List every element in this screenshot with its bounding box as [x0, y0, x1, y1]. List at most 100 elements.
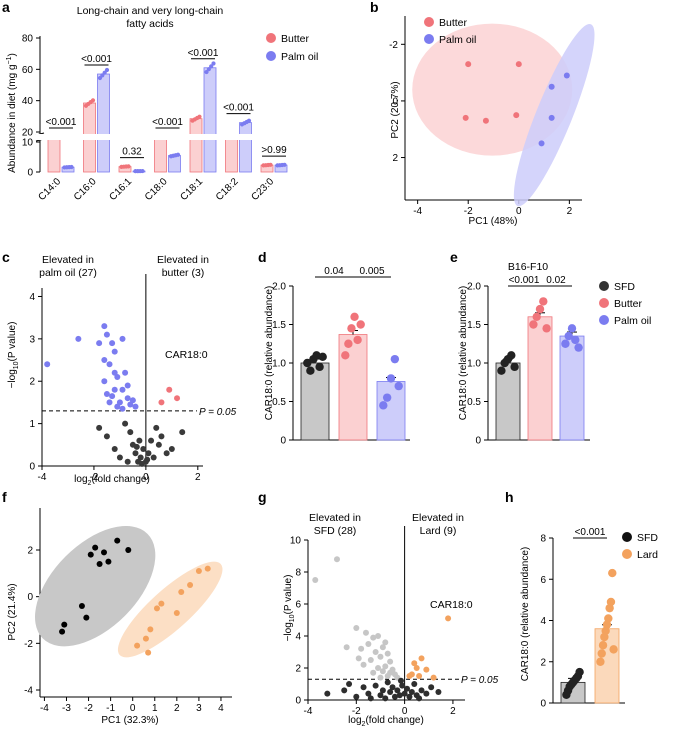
panel-g-data-point-ns: [401, 690, 408, 697]
panel-e-legend: SFD Butter Palm oil: [599, 281, 651, 327]
panel-e-p-value: 0.02: [546, 275, 566, 286]
legend-butter-marker: [599, 298, 609, 308]
panel-d-p-value: 0.005: [359, 266, 384, 277]
panel-g-data-point-sfd: [379, 644, 386, 651]
panel-c-y-tick-label: 1: [29, 419, 35, 430]
panel-g-y-tick-label: 0: [295, 696, 301, 707]
panel-e-y-tick-label: 0: [475, 436, 481, 447]
panel-g-y-tick-label: 10: [290, 536, 302, 547]
panel-g-left-label-2: SFD (28): [314, 525, 357, 537]
panel-c-data-point-ns: [148, 437, 155, 444]
panel-f-data-point-lard: [204, 565, 211, 572]
panel-e-y-tick-label: 0.5: [467, 397, 481, 408]
panel-c-y-tick-label: 2: [29, 377, 35, 388]
panel-f-confidence-ellipse-sfd: [35, 526, 156, 647]
legend-palm-label: Palm oil: [439, 34, 476, 46]
panel-c-data-point-ns: [136, 437, 143, 444]
panel-e-y-tick-label: 1.0: [467, 359, 481, 370]
panel-c-data-point-ns: [133, 443, 140, 450]
panel-f-data-point-lard: [134, 642, 141, 649]
panel-f-x-tick-label: -2: [84, 703, 93, 714]
panel-a-y-tick-label: 80: [22, 34, 34, 45]
panel-g-left-label-1: Elevated in: [309, 512, 361, 524]
panel-c-data-point-palm: [127, 401, 134, 408]
panel-e-data-point: [561, 339, 570, 348]
panel-c-data-point-palm: [109, 340, 116, 347]
panel-c-data-point-palm: [103, 331, 110, 338]
panel-e-ylabel: CAR18:0 (relative abundance): [458, 286, 469, 421]
panel-e-data-point: [507, 351, 516, 360]
panel-f-data-point-sfd: [96, 561, 103, 567]
panel-a-y-tick-label: 40: [22, 96, 34, 107]
panel-c-data-point-ns: [163, 450, 170, 457]
panel-c-plot: -4 -2 0 2 0 1 2 3 4 P = 0.05 CAR18:0: [29, 274, 237, 483]
panel-g-data-point-ns: [394, 687, 401, 694]
panel-f-data-point-sfd: [101, 549, 107, 556]
panel-g-data-point-lard: [406, 673, 413, 679]
panel-a-data-point: [211, 61, 216, 66]
panel-a-legend: Butter Palm oil: [266, 33, 318, 63]
panel-g-data-point-ns: [397, 677, 404, 684]
panel-e-bar-sfd: [495, 362, 521, 441]
panel-d: d CAR18:0 (relative abundance) 0 0.5 1.0 1.…: [258, 249, 410, 447]
panel-b-data-point-palm: [563, 72, 570, 79]
panel-d-y-tick-label: 2.0: [272, 282, 286, 293]
panel-c-data-point-palm: [75, 335, 82, 342]
panel-f-data-point-lard: [195, 568, 202, 574]
panel-a-bar-butter: [154, 136, 167, 173]
panel-a-data-point: [140, 168, 145, 174]
panel-f-x-tick-label: -1: [106, 703, 115, 714]
panel-c-right-label-1: Elevated in: [157, 254, 209, 266]
panel-e-p-value: <0.001: [509, 275, 540, 286]
panel-c-data-point-ns: [155, 441, 162, 448]
panel-c-annotation: CAR18:0: [165, 349, 208, 361]
panel-a-data-point: [69, 164, 74, 170]
panel-d-data-point: [382, 393, 392, 402]
panel-c-left-label-2: palm oil (27): [39, 267, 97, 279]
panel-d-data-point: [379, 401, 388, 410]
panel-g: g Elevated in SFD (28) Elevated in Lard …: [258, 489, 499, 728]
legend-butter-marker: [266, 33, 276, 43]
panel-a-y-tick-label: 60: [22, 65, 34, 76]
panel-h-y-tick-label: 8: [540, 534, 546, 545]
panel-a-p-value: <0.001: [152, 117, 183, 128]
panel-b-xlabel: PC1 (48%): [469, 216, 518, 227]
panel-g-right-label-2: Lard (9): [420, 525, 457, 537]
panel-c-data-point-palm: [101, 357, 108, 364]
panel-c-data-point-ns: [103, 433, 110, 440]
panel-a-data-point: [282, 162, 287, 167]
panel-a-ylabel: Abundance in diet (mg g−1): [6, 53, 18, 173]
panel-b-data-point-butter: [513, 112, 520, 119]
panel-g-data-point-lard: [411, 660, 418, 667]
panel-a-p-value: <0.001: [46, 117, 77, 128]
panel-letter-a: a: [2, 0, 10, 15]
panel-h: h CAR18:0 (relative abundance) 0 2 4 6 8 <0.0…: [505, 489, 658, 710]
panel-c-data-point-ns: [96, 424, 103, 431]
panel-c-data-point-palm: [106, 361, 113, 368]
legend-lard-marker: [622, 549, 632, 559]
panel-c-threshold-label: P = 0.05: [199, 407, 237, 418]
panel-c-data-point-ns: [153, 424, 160, 431]
panel-d-data-point: [347, 324, 356, 333]
panel-a-data-point: [126, 164, 131, 169]
panel-g-data-point-sfd: [377, 674, 384, 681]
panel-g-data-point-sfd: [367, 657, 374, 663]
panel-c-data-point-palm: [103, 390, 110, 397]
panel-a-data-point: [175, 152, 181, 157]
panel-b-data-point-palm: [548, 83, 555, 90]
panel-c-data-point-ns: [122, 420, 129, 427]
panel-c-y-tick-label: 4: [29, 292, 35, 303]
panel-g-data-point-sfd: [358, 645, 365, 652]
legend-lard-label: Lard: [637, 549, 658, 561]
panel-f-data-point-lard: [145, 649, 152, 656]
panel-g-right-label-1: Elevated in: [412, 512, 464, 524]
panel-g-data-point-sfd: [377, 653, 384, 660]
panel-b-data-point-butter: [482, 117, 489, 124]
panel-a-y-tick-label: 20: [22, 128, 34, 139]
panel-b-data-point-butter: [515, 61, 522, 68]
panel-c-data-point-palm: [114, 403, 121, 410]
panel-g-data-point-ns: [423, 690, 430, 697]
panel-h-data-point: [606, 597, 616, 607]
panel-d-bar-palm-oil: [376, 381, 406, 441]
